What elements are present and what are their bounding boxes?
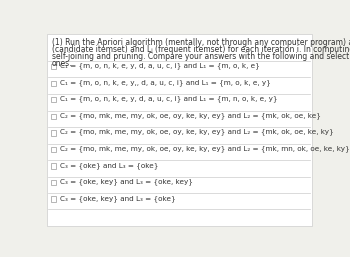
Text: C₃ = {oke, key} and L₃ = {oke}: C₃ = {oke, key} and L₃ = {oke} <box>60 195 176 202</box>
FancyBboxPatch shape <box>51 196 56 202</box>
Text: (1) Run the Apriori algorithm (mentally, not through any computer program) and c: (1) Run the Apriori algorithm (mentally,… <box>51 38 350 47</box>
FancyBboxPatch shape <box>51 147 56 152</box>
FancyBboxPatch shape <box>51 130 56 135</box>
Text: C₁ = {m, o, n, k, e, y, d, a, u, c, i} and L₁ = {m, o, k, e}: C₁ = {m, o, n, k, e, y, d, a, u, c, i} a… <box>60 62 260 69</box>
FancyBboxPatch shape <box>51 80 56 86</box>
Text: C₁ = {m, o, n, k, e, y, d, a, u, c, i} and L₁ = {m, n, o, k, e, y}: C₁ = {m, o, n, k, e, y, d, a, u, c, i} a… <box>60 96 278 102</box>
FancyBboxPatch shape <box>51 64 56 69</box>
Text: C₃ = {oke, key} and L₃ = {oke, key}: C₃ = {oke, key} and L₃ = {oke, key} <box>60 178 193 185</box>
Text: C₃ = {oke} and L₃ = {oke}: C₃ = {oke} and L₃ = {oke} <box>60 162 159 169</box>
FancyBboxPatch shape <box>51 180 56 185</box>
Text: ones.: ones. <box>51 59 72 68</box>
Text: C₂ = {mo, mk, me, my, ok, oe, oy, ke, ky, ey} and L₂ = {mk, mn, ok, oe, ke, ky}: C₂ = {mo, mk, me, my, ok, oe, oy, ke, ky… <box>60 145 350 152</box>
FancyBboxPatch shape <box>51 97 56 103</box>
Text: C₂ = {mo, mk, me, my, ok, oe, oy, ke, ky, ey} and L₂ = {mk, ok, oe, ke, ky}: C₂ = {mo, mk, me, my, ok, oe, oy, ke, ky… <box>60 129 334 135</box>
FancyBboxPatch shape <box>51 163 56 169</box>
FancyBboxPatch shape <box>51 114 56 119</box>
FancyBboxPatch shape <box>47 34 312 226</box>
Text: (candidate itemset) and Lᵢ (frequent itemset) for each iteration i. In computing: (candidate itemset) and Lᵢ (frequent ite… <box>51 45 350 54</box>
Text: self-joining and pruning. Compare your answers with the following and select all: self-joining and pruning. Compare your a… <box>51 52 350 61</box>
Text: C₂ = {mo, mk, me, my, ok, oe, oy, ke, ky, ey} and L₂ = {mk, ok, oe, ke}: C₂ = {mo, mk, me, my, ok, oe, oy, ke, ky… <box>60 112 321 119</box>
Text: C₁ = {m, o, n, k, e, y,​, d, a, u, c, i} and L₁ = {m, o, k, e, y}: C₁ = {m, o, n, k, e, y,​, d, a, u, c, i}… <box>60 79 271 86</box>
